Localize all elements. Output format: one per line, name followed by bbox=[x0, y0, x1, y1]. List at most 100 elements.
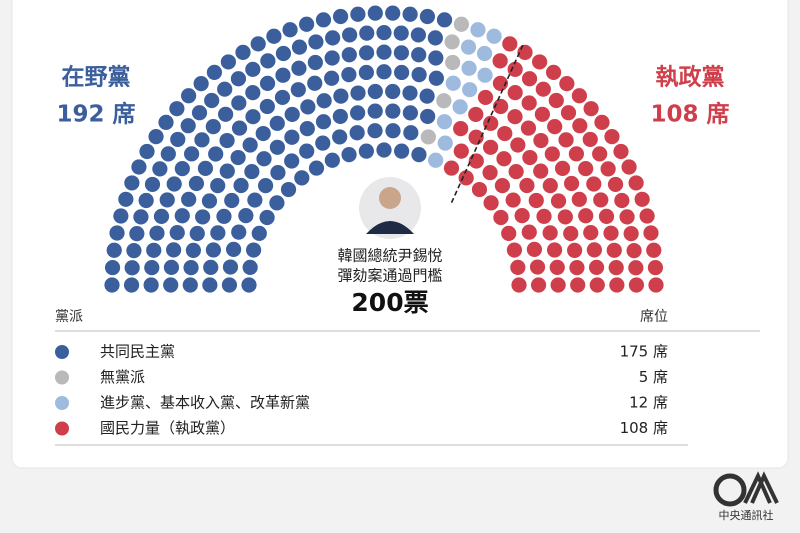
seat bbox=[251, 225, 267, 241]
seat bbox=[333, 88, 349, 104]
seat bbox=[571, 191, 587, 207]
seat bbox=[514, 208, 530, 224]
seat bbox=[174, 208, 190, 224]
seat bbox=[521, 224, 537, 240]
seat bbox=[410, 27, 426, 43]
source: 中央通訊社 bbox=[719, 508, 774, 522]
seat bbox=[299, 121, 315, 137]
seat bbox=[468, 153, 484, 169]
seat bbox=[600, 161, 616, 177]
seat bbox=[606, 242, 622, 258]
seat bbox=[646, 242, 662, 258]
bloc-name: 在野黨 bbox=[62, 64, 131, 91]
seat bbox=[453, 143, 469, 159]
seat bbox=[502, 36, 518, 52]
seat bbox=[385, 5, 401, 21]
seat bbox=[471, 181, 488, 198]
legend-dot bbox=[55, 421, 69, 436]
seat bbox=[358, 143, 374, 159]
seat bbox=[269, 115, 285, 131]
seat bbox=[542, 225, 558, 241]
seat bbox=[445, 54, 461, 71]
seat bbox=[526, 241, 543, 257]
seat bbox=[244, 163, 260, 180]
seat bbox=[245, 109, 261, 125]
seat bbox=[521, 95, 537, 111]
seat bbox=[470, 22, 486, 38]
seat bbox=[542, 178, 558, 194]
seat bbox=[270, 164, 286, 181]
seat bbox=[246, 242, 262, 258]
seat bbox=[181, 88, 197, 104]
seat bbox=[493, 209, 509, 226]
seat bbox=[242, 137, 258, 153]
seat bbox=[148, 129, 164, 145]
seat bbox=[571, 88, 587, 104]
seat bbox=[291, 39, 308, 55]
seat bbox=[402, 85, 418, 101]
seat bbox=[568, 146, 584, 162]
seat bbox=[126, 243, 142, 259]
seat bbox=[324, 70, 340, 86]
seat bbox=[275, 67, 291, 83]
seat bbox=[204, 92, 220, 109]
seat bbox=[106, 242, 122, 258]
seat bbox=[195, 209, 211, 225]
seat bbox=[444, 34, 460, 50]
seat bbox=[259, 209, 275, 226]
seat bbox=[358, 64, 374, 81]
seat bbox=[594, 114, 610, 130]
seat bbox=[520, 120, 537, 136]
seat bbox=[332, 108, 348, 125]
seat bbox=[245, 85, 261, 101]
seat bbox=[205, 242, 222, 258]
seat bbox=[458, 170, 474, 186]
threshold-text: 彈劾案通過門檻 bbox=[337, 267, 442, 285]
seat bbox=[477, 89, 494, 106]
seat bbox=[402, 105, 418, 121]
seat bbox=[332, 8, 349, 25]
seat bbox=[521, 71, 538, 87]
seat bbox=[202, 277, 218, 293]
seat bbox=[411, 147, 427, 163]
seat bbox=[522, 149, 538, 166]
seat bbox=[218, 106, 234, 122]
seat bbox=[350, 105, 366, 121]
seat bbox=[231, 120, 248, 136]
seat bbox=[152, 161, 168, 177]
seat bbox=[609, 277, 625, 293]
seat bbox=[452, 99, 468, 115]
seat bbox=[376, 24, 392, 41]
seat bbox=[299, 16, 315, 32]
seat bbox=[483, 115, 499, 131]
legend-value: 12 席 bbox=[629, 394, 668, 412]
seat bbox=[109, 225, 125, 241]
bloc-value: 192 席 bbox=[56, 101, 135, 128]
seat bbox=[517, 44, 533, 61]
seat bbox=[420, 129, 436, 145]
seat bbox=[419, 88, 435, 104]
seat bbox=[341, 147, 357, 163]
seat bbox=[146, 242, 162, 258]
seat bbox=[163, 277, 179, 293]
seat bbox=[185, 242, 201, 259]
seat bbox=[259, 75, 276, 91]
seat bbox=[376, 44, 392, 60]
seat bbox=[483, 195, 499, 211]
seat bbox=[393, 25, 409, 41]
threshold-text: 韓國總統尹錫悅 bbox=[337, 247, 442, 265]
seat bbox=[586, 176, 602, 192]
seat bbox=[563, 225, 579, 242]
seat bbox=[428, 70, 444, 86]
seat bbox=[231, 224, 247, 240]
seat bbox=[427, 30, 443, 46]
seat bbox=[549, 259, 565, 275]
seat bbox=[222, 259, 239, 275]
seat bbox=[621, 159, 637, 175]
seat bbox=[280, 181, 297, 198]
seat bbox=[510, 137, 526, 153]
seat bbox=[510, 259, 526, 275]
seat bbox=[403, 125, 419, 141]
seat bbox=[492, 75, 509, 91]
seat bbox=[530, 277, 547, 293]
